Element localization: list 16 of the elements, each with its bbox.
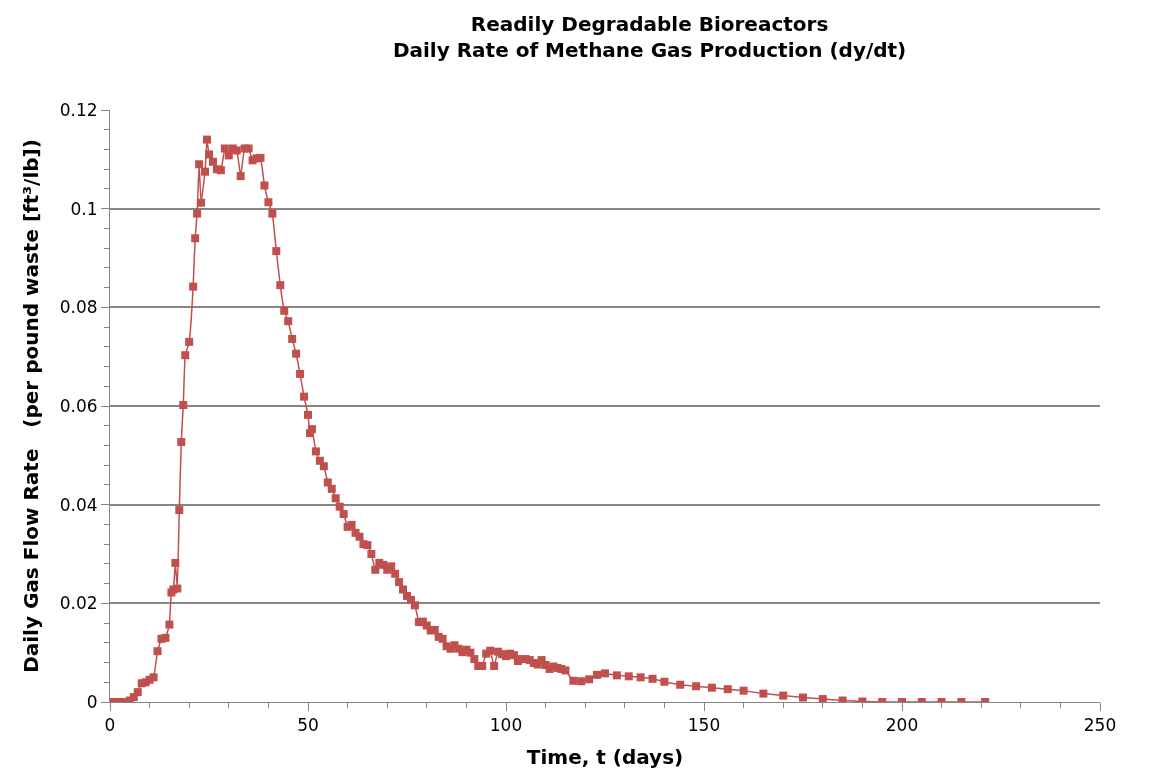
chart-title: Readily Degradable Bioreactors Daily Rate of Methane Gas Production (dy/dt): [392, 12, 907, 63]
y-tick-label: 0.08: [59, 297, 98, 318]
x-tick-label: 150: [687, 715, 721, 736]
y-tick-label: 0: [86, 691, 98, 712]
x-tick-label: 200: [885, 715, 919, 736]
x-axis-title: Time, t (days): [526, 744, 684, 769]
y-tick-label: 0.1: [70, 198, 98, 219]
y-tick-label: 0.12: [59, 99, 98, 120]
y-axis-title: Daily Gas Flow Rate (per pound waste [ft³/lb]): [19, 139, 44, 673]
x-tick-label: 250: [1083, 715, 1117, 736]
y-tick-label: 0.04: [59, 494, 98, 515]
x-tick-label: 0: [104, 715, 116, 736]
y-tick-label: 0.06: [59, 395, 98, 416]
x-tick-label: 100: [489, 715, 523, 736]
x-tick-label: 50: [297, 715, 319, 736]
y-tick-label: 0.02: [59, 593, 98, 614]
